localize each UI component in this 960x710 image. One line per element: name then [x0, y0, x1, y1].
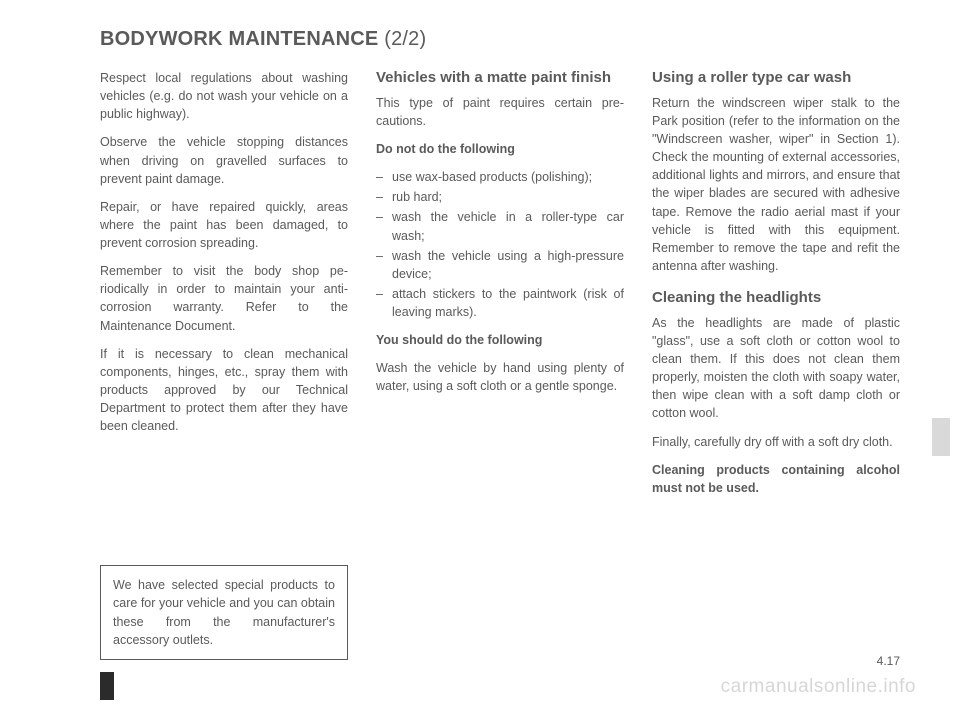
col2-dont-item: attach stickers to the paintwork (risk o…	[376, 285, 624, 321]
column-1: Respect local regulations about wash­ing…	[100, 69, 348, 660]
column-2: Vehicles with a matte paint finish This …	[376, 69, 624, 660]
col2-heading-matte: Vehicles with a matte paint finish	[376, 69, 624, 88]
col3-heading-roller: Using a roller type car wash	[652, 69, 900, 88]
col2-dont-item: use wax-based products (polishing);	[376, 168, 624, 186]
title-main: BODYWORK MAINTENANCE	[100, 28, 378, 50]
col2-dont-label: Do not do the following	[376, 140, 624, 158]
note-box: We have selected special products to car…	[100, 565, 348, 660]
col1-p4: Remember to visit the body shop pe­riodi…	[100, 262, 348, 335]
col1-p5: If it is necessary to clean mechani­cal …	[100, 345, 348, 436]
side-tab	[932, 418, 950, 456]
col2-p2: Wash the vehicle by hand using plenty of…	[376, 359, 624, 395]
col3-p4: Cleaning products containing alco­hol mu…	[652, 461, 900, 497]
title-part: (2/2)	[384, 28, 426, 50]
col1-p1: Respect local regulations about wash­ing…	[100, 69, 348, 123]
col1-p2: Observe the vehicle stopping distances w…	[100, 133, 348, 187]
watermark: carmanualsonline.info	[721, 676, 916, 698]
page-title: BODYWORK MAINTENANCE (2/2)	[100, 28, 900, 51]
col1-p3: Repair, or have repaired quickly, areas …	[100, 198, 348, 252]
col2-dont-list: use wax-based products (polishing); rub …	[376, 168, 624, 321]
col3-p3: Finally, carefully dry off with a soft d…	[652, 433, 900, 451]
col2-dont-item: wash the vehicle using a high-pres­sure …	[376, 247, 624, 283]
col2-dont-item: rub hard;	[376, 188, 624, 206]
page-number: 4.17	[877, 654, 900, 668]
col2-do-label: You should do the following	[376, 331, 624, 349]
content-columns: Respect local regulations about wash­ing…	[100, 69, 900, 660]
col2-p1: This type of paint requires certain pre­…	[376, 94, 624, 130]
col3-p2: As the headlights are made of plastic "g…	[652, 314, 900, 423]
col2-dont-item: wash the vehicle in a roller-type car wa…	[376, 208, 624, 244]
footer-mark	[100, 672, 114, 700]
col3-heading-headlights: Cleaning the headlights	[652, 289, 900, 308]
manual-page: BODYWORK MAINTENANCE (2/2) Respect local…	[0, 0, 960, 710]
note-text: We have selected special products to car…	[113, 578, 335, 646]
column-3: Using a roller type car wash Return the …	[652, 69, 900, 660]
col3-p1: Return the windscreen wiper stalk to the…	[652, 94, 900, 275]
